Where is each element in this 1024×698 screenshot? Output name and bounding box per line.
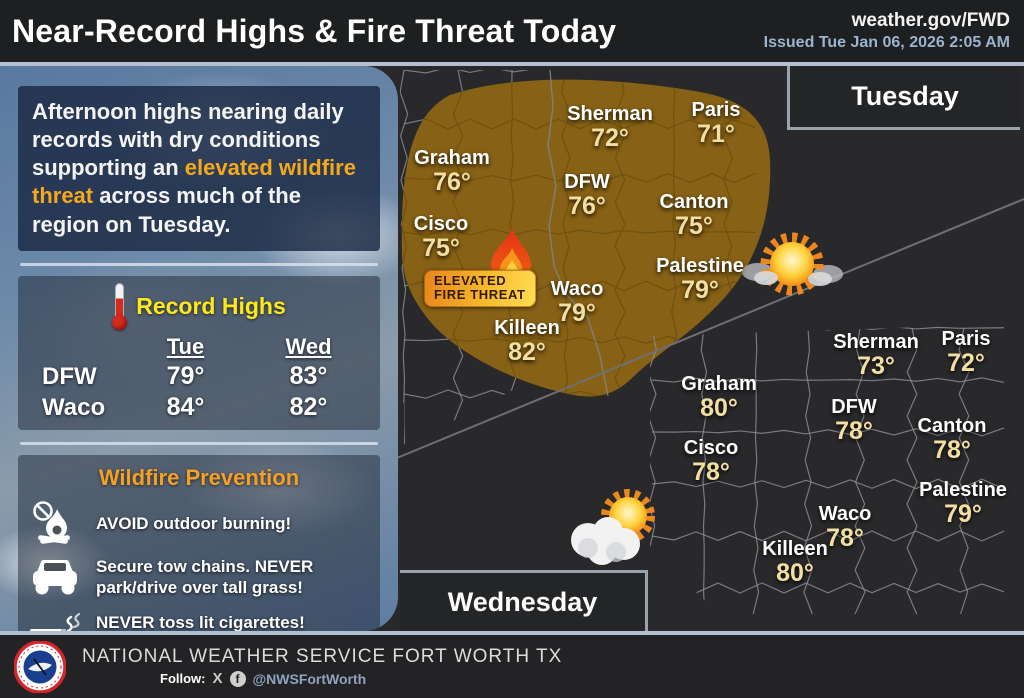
row-city: Waco [42, 393, 106, 421]
day-divider-line [391, 198, 1024, 461]
city-wed-sherman: Sherman 73° [833, 331, 919, 380]
facebook-icon: f [229, 670, 246, 687]
record-highs-section: Record Highs Tue Wed DFW 79° 83° Waco 84… [18, 275, 380, 430]
car-icon [28, 556, 82, 598]
summary-highlight: elevated wildfire threat [32, 155, 356, 209]
org-name: NATIONAL WEATHER SERVICE FORT WORTH TX [82, 646, 563, 667]
record-highs-table: Tue Wed DFW 79° 83° Waco 84° 82° [28, 334, 370, 422]
city-tue-killeen: Killeen 82° [494, 317, 560, 366]
city-wed-dfw: DFW 78° [831, 396, 877, 445]
summary-post: across much of the region on Tuesday. [32, 183, 301, 237]
badge-line-2: FIRE THREAT [434, 287, 526, 302]
row-val: 84° [166, 392, 205, 421]
tuesday-label-text: Tuesday [851, 81, 959, 111]
record-highs-title: Record Highs [136, 293, 286, 320]
city-wed-palestine: Palestine 79° [919, 479, 1007, 528]
cigarette-icon [28, 605, 82, 631]
city-tue-paris: Paris 71° [691, 99, 741, 148]
city-tue-dfw: DFW 76° [564, 171, 610, 220]
row-val: 83° [289, 361, 328, 390]
city-tue-waco: Waco 79° [550, 278, 604, 327]
frame-bottom [0, 631, 1024, 635]
nws-logo [14, 640, 66, 693]
site-url: weather.gov/FWD [851, 10, 1010, 32]
day-label-tuesday: Tuesday [787, 66, 1020, 130]
info-panel: Afternoon highs nearing daily records wi… [0, 66, 398, 631]
badge-line-1: ELEVATED [434, 273, 507, 288]
row-val: 79° [166, 361, 205, 390]
city-wed-canton: Canton 78° [917, 415, 987, 464]
tip-text: Secure tow chains. NEVER park/drive over… [96, 556, 314, 598]
tip-text: NEVER toss lit cigarettes! [96, 612, 305, 631]
city-tue-palestine: Palestine 79° [656, 255, 744, 304]
partly-cloudy-icon [571, 489, 655, 565]
city-wed-graham: Graham 80° [681, 373, 757, 422]
col-header-wed: Wed [285, 333, 332, 359]
map-area: Tuesday Wednesday [0, 66, 1024, 631]
section-divider [20, 441, 378, 445]
state-border-line [547, 69, 609, 397]
footer-text: NATIONAL WEATHER SERVICE FORT WORTH TX F… [82, 646, 562, 687]
tip-row: Secure tow chains. NEVER park/drive over… [28, 556, 370, 599]
city-tue-sherman: Sherman 72° [567, 103, 653, 152]
header-bar: Near-Record Highs & Fire Threat Today we… [0, 0, 1024, 62]
follow-label: Follow: [160, 671, 206, 686]
city-tue-cisco: Cisco 75° [413, 213, 469, 262]
wildfire-prevention-section: Wildfire Prevention [18, 454, 380, 631]
row-val: 82° [289, 392, 328, 421]
city-wed-cisco: Cisco 78° [683, 437, 739, 486]
col-header-tue: Tue [166, 333, 205, 359]
tip-row: AVOID outdoor burning! [28, 499, 370, 549]
section-divider [20, 262, 378, 266]
footer-bar: NATIONAL WEATHER SERVICE FORT WORTH TX F… [0, 635, 1024, 698]
fire-threat-region [401, 79, 771, 397]
tip-text: AVOID outdoor burning! [96, 514, 292, 534]
city-tue-canton: Canton 75° [659, 191, 729, 240]
thermometer-icon [112, 283, 128, 330]
page-title: Near-Record Highs & Fire Threat Today [12, 12, 617, 49]
x-twitter-icon: X [212, 670, 223, 687]
summary-text: Afternoon highs nearing daily records wi… [18, 86, 380, 251]
city-wed-waco: Waco 78° [818, 503, 872, 552]
wildfire-prevention-title: Wildfire Prevention [98, 464, 300, 490]
row-city: DFW [42, 362, 97, 390]
county-map [391, 69, 1024, 615]
issued-timestamp: Issued Tue Jan 06, 2026 2:05 AM [763, 33, 1010, 51]
city-wed-killeen: Killeen 80° [762, 538, 828, 587]
mostly-sunny-icon [742, 232, 843, 296]
city-tue-graham: Graham 76° [414, 147, 490, 196]
tip-row: NEVER toss lit cigarettes! [28, 605, 370, 631]
city-wed-paris: Paris 72° [941, 328, 991, 377]
social-handle: @NWSFortWorth [252, 670, 367, 687]
fire-threat-badge: ELEVATED FIRE THREAT [424, 270, 536, 307]
summary-pre: Afternoon highs nearing daily records wi… [32, 99, 344, 181]
day-label-wednesday: Wednesday [400, 570, 648, 631]
frame-top [0, 62, 1024, 66]
header-meta: weather.gov/FWD Issued Tue Jan 06, 2026 … [764, 9, 1010, 53]
wednesday-label-text: Wednesday [447, 586, 598, 617]
no-burning-icon [28, 499, 82, 549]
